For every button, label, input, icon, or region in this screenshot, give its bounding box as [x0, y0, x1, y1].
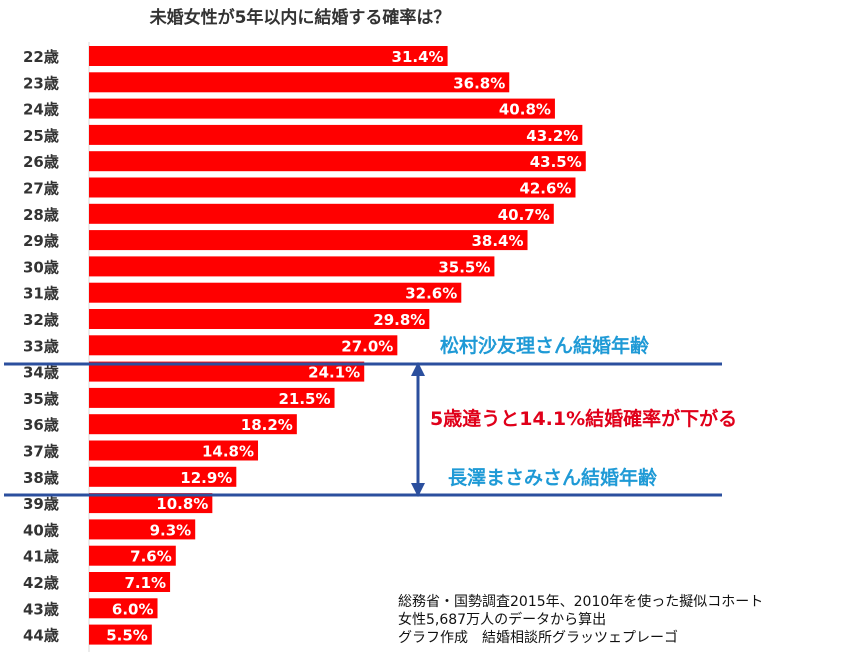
bar [89, 72, 510, 93]
bar [89, 545, 176, 566]
category-label: 41歳 [23, 548, 59, 566]
bar-value-label: 32.6% [405, 285, 457, 303]
arrow-head-down-icon [411, 483, 425, 497]
bar-value-label: 43.5% [530, 153, 582, 171]
bar [89, 177, 576, 198]
category-label: 33歳 [23, 337, 59, 355]
category-label: 40歳 [23, 521, 59, 539]
category-label: 27歳 [23, 180, 59, 198]
bar-value-label: 21.5% [278, 390, 330, 408]
bar [89, 151, 586, 172]
category-label: 39歳 [23, 495, 59, 513]
bar [89, 361, 365, 382]
chart-title: 未婚女性が5年以内に結婚する確率は？ [149, 7, 451, 28]
bar-value-label: 36.8% [453, 74, 505, 92]
category-label: 29歳 [23, 232, 59, 250]
bar [89, 519, 196, 540]
source-note-line3: グラフ作成 結婚相談所グラッツェプレーゴ [398, 629, 678, 646]
source-note-line1: 総務省・国勢調査2015年、2010年を使った擬似コホート [398, 593, 763, 610]
category-label: 36歳 [23, 416, 59, 434]
bar-value-label: 31.4% [392, 48, 444, 66]
category-label: 38歳 [23, 469, 59, 487]
category-label: 28歳 [23, 206, 59, 224]
probability-drop-annotation: 5歳違うと14.1%結婚確率が下がる [430, 407, 737, 430]
category-label: 26歳 [23, 153, 59, 171]
bar [89, 46, 448, 66]
bar-value-label: 29.8% [373, 311, 425, 329]
bar [89, 230, 528, 251]
bar-value-label: 14.8% [202, 443, 254, 461]
bar-value-label: 7.6% [130, 548, 172, 566]
bar-value-label: 6.0% [112, 600, 154, 618]
bar-value-label: 38.4% [471, 232, 523, 250]
category-label: 32歳 [23, 311, 59, 329]
category-label: 23歳 [23, 74, 59, 92]
bar-value-label: 7.1% [124, 574, 166, 592]
bar [89, 335, 398, 356]
matsumura-annotation: 松村沙友理さん結婚年齢 [440, 334, 650, 357]
bar-value-label: 9.3% [150, 521, 192, 539]
bar [89, 282, 462, 303]
bar [89, 624, 152, 645]
category-label: 31歳 [23, 285, 59, 303]
bar-value-label: 24.1% [308, 364, 360, 382]
bar [89, 98, 555, 119]
category-label: 34歳 [23, 364, 59, 382]
bar [89, 440, 259, 461]
bar-value-label: 42.6% [519, 180, 571, 198]
category-label: 35歳 [23, 390, 59, 408]
bar-value-label: 27.0% [341, 337, 393, 355]
bar-value-label: 43.2% [526, 127, 578, 145]
bar [89, 414, 297, 435]
source-note-line2: 女性5,687万人のデータから算出 [398, 611, 606, 628]
category-label: 37歳 [23, 443, 59, 461]
bar [89, 203, 554, 224]
bar-value-label: 40.7% [498, 206, 550, 224]
bars-group: 22歳 31.4% 23歳 36.8% 24歳 40.8% 25歳 43.2% 26歳 43.5%… [23, 46, 586, 645]
bar-value-label: 12.9% [180, 469, 232, 487]
bar [89, 124, 583, 145]
bar [89, 256, 495, 277]
bar-value-label: 40.8% [499, 101, 551, 119]
category-label: 42歳 [23, 574, 59, 592]
category-label: 25歳 [23, 127, 59, 145]
category-label: 44歳 [23, 627, 59, 645]
bar-value-label: 5.5% [106, 627, 148, 645]
bar [89, 493, 213, 514]
bar-value-label: 35.5% [438, 258, 490, 276]
bar-value-label: 10.8% [156, 495, 208, 513]
nagasawa-annotation: 長澤まさみさん結婚年齢 [448, 466, 658, 489]
bar [89, 387, 335, 408]
bar [89, 309, 430, 329]
category-label: 24歳 [23, 101, 59, 119]
bar-value-label: 18.2% [241, 416, 293, 434]
bar [89, 572, 171, 592]
category-label: 30歳 [23, 258, 59, 276]
bar [89, 598, 158, 619]
category-label: 22歳 [23, 48, 59, 66]
category-label: 43歳 [23, 600, 59, 618]
arrow-head-up-icon [411, 362, 425, 376]
bar [89, 466, 237, 487]
